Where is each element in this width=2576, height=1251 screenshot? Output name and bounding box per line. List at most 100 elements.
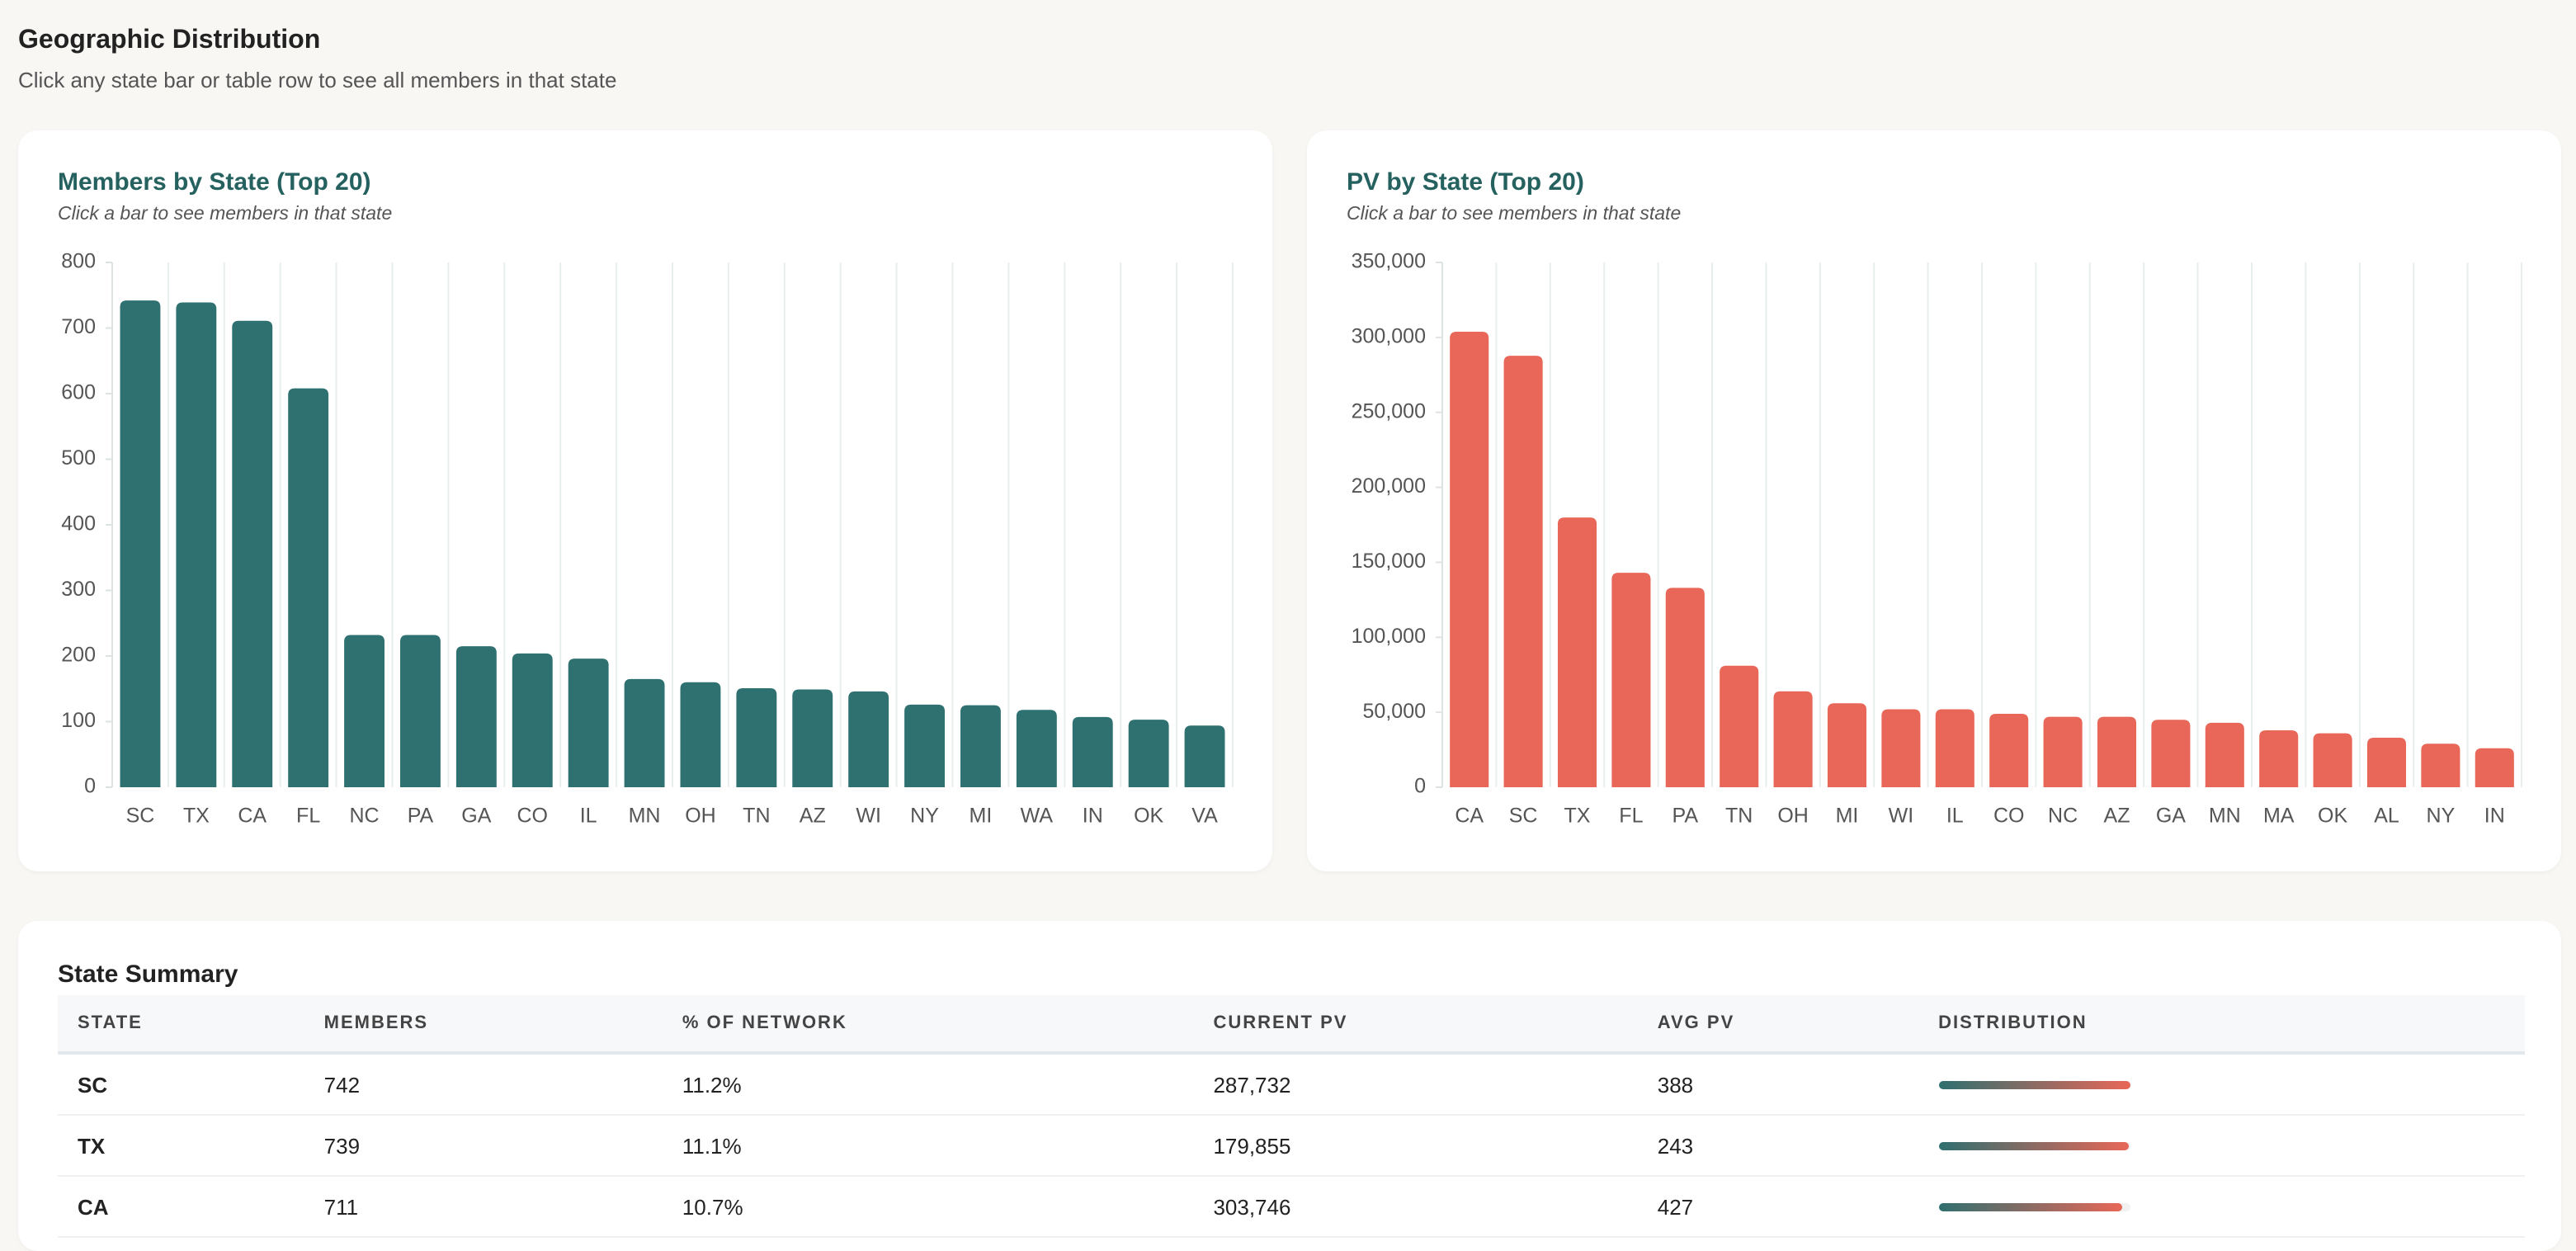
- bar[interactable]: [792, 689, 833, 787]
- bar[interactable]: [904, 704, 945, 787]
- y-tick-label: 200: [61, 644, 96, 667]
- table-cell: 287,732: [1193, 1053, 1638, 1116]
- bar[interactable]: [176, 302, 217, 787]
- x-tick-label: MN: [629, 805, 661, 828]
- bar[interactable]: [2475, 748, 2514, 787]
- table-cell: 742: [304, 1053, 663, 1116]
- bar[interactable]: [680, 682, 721, 787]
- bar[interactable]: [1720, 665, 1759, 787]
- table-cell: 303,746: [1193, 1176, 1638, 1238]
- distribution-track: [1938, 1141, 2130, 1150]
- x-tick-label: FL: [296, 805, 320, 828]
- column-header: AVG PV: [1637, 995, 1919, 1055]
- x-tick-label: MI: [1836, 805, 1859, 828]
- bar[interactable]: [1016, 710, 1057, 787]
- x-tick-label: IN: [1083, 805, 1103, 828]
- x-tick-label: WI: [856, 805, 881, 828]
- distribution-track: [1938, 1080, 2130, 1088]
- chart-card: PV by State (Top 20) Click a bar to see …: [1307, 130, 2561, 871]
- x-tick-label: CO: [517, 805, 549, 828]
- x-tick-label: TN: [743, 805, 770, 828]
- bar[interactable]: [1072, 716, 1113, 787]
- bar[interactable]: [512, 653, 553, 787]
- bar[interactable]: [2366, 738, 2407, 787]
- x-tick-label: CA: [1455, 805, 1484, 828]
- x-tick-label: MN: [2209, 805, 2241, 828]
- y-tick-label: 800: [61, 250, 96, 273]
- x-tick-label: PA: [408, 805, 434, 828]
- table-row[interactable]: CA 711 10.7% 303,746 427: [58, 1176, 2525, 1238]
- bar[interactable]: [2421, 744, 2460, 787]
- y-tick-label: 300: [61, 578, 96, 601]
- bar[interactable]: [1773, 691, 1813, 787]
- bar[interactable]: [624, 678, 665, 787]
- bar[interactable]: [2151, 720, 2191, 787]
- x-tick-label: CA: [238, 805, 267, 828]
- table-cell: 11.1%: [662, 1115, 1194, 1177]
- distribution-cell: [1918, 1053, 2525, 1116]
- chart: PV by State (Top 20) Click a bar to see …: [1347, 168, 2522, 828]
- x-tick-label: PA: [1673, 805, 1699, 828]
- bar[interactable]: [288, 388, 329, 787]
- x-tick-label: OK: [2318, 805, 2347, 828]
- x-tick-label: NY: [2427, 805, 2456, 828]
- bar[interactable]: [848, 691, 889, 787]
- y-tick-label: 500: [61, 446, 96, 470]
- column-header: STATE: [58, 995, 304, 1055]
- bar[interactable]: [1450, 332, 1489, 787]
- bar[interactable]: [1128, 720, 1169, 787]
- table-cell: CA: [58, 1176, 304, 1238]
- bar[interactable]: [1503, 356, 1543, 787]
- page-subtitle: Click any state bar or table row to see …: [18, 68, 617, 92]
- bar[interactable]: [2259, 729, 2299, 787]
- bar[interactable]: [2097, 716, 2137, 787]
- bar[interactable]: [120, 300, 161, 787]
- x-tick-label: NY: [910, 805, 939, 828]
- dashboard: Geographic Distribution Click any state …: [18, 26, 2561, 1251]
- x-tick-label: TX: [183, 805, 210, 828]
- x-tick-label: AZ: [800, 805, 826, 828]
- table-row[interactable]: SC 742 11.2% 287,732 388: [58, 1053, 2525, 1116]
- bar[interactable]: [736, 687, 777, 787]
- y-tick-label: 250,000: [1352, 399, 1426, 423]
- x-tick-label: AL: [2374, 805, 2399, 828]
- y-tick-label: 350,000: [1352, 250, 1426, 273]
- bar[interactable]: [1557, 517, 1597, 787]
- y-tick-label: 50,000: [1363, 700, 1426, 723]
- distribution-bar: [1938, 1202, 2122, 1211]
- bar[interactable]: [1881, 709, 1921, 787]
- bar[interactable]: [1611, 573, 1651, 787]
- bar[interactable]: [455, 646, 497, 787]
- bar[interactable]: [960, 705, 1001, 787]
- bar[interactable]: [1665, 588, 1705, 787]
- y-tick-label: 100,000: [1352, 625, 1426, 648]
- bar[interactable]: [1935, 709, 1974, 787]
- bar[interactable]: [1989, 713, 2029, 787]
- x-tick-label: FL: [1619, 805, 1643, 828]
- bar[interactable]: [568, 659, 609, 787]
- y-tick-label: 0: [1414, 775, 1426, 798]
- table-cell: 243: [1637, 1115, 1919, 1177]
- bar[interactable]: [2043, 716, 2083, 787]
- distribution-bar: [1938, 1141, 2130, 1150]
- bar[interactable]: [1184, 725, 1225, 787]
- x-tick-label: MA: [2263, 805, 2295, 828]
- bar[interactable]: [2313, 733, 2352, 787]
- x-tick-label: AZ: [2104, 805, 2130, 828]
- bar[interactable]: [344, 635, 385, 787]
- column-header: DISTRIBUTION: [1918, 995, 2525, 1055]
- bar[interactable]: [232, 320, 273, 787]
- bar[interactable]: [2205, 722, 2244, 787]
- chart-subtitle: Click a bar to see members in that state: [1347, 202, 1681, 224]
- bar[interactable]: [400, 635, 441, 787]
- chart-title: PV by State (Top 20): [1347, 168, 1584, 196]
- chart-subtitle: Click a bar to see members in that state: [58, 202, 392, 224]
- table-cell: 739: [304, 1115, 663, 1177]
- table-cell: TX: [58, 1115, 304, 1177]
- x-tick-label: MI: [970, 805, 993, 828]
- x-tick-label: NC: [2048, 805, 2078, 828]
- bar[interactable]: [1827, 703, 1867, 787]
- table-row[interactable]: TX 739 11.1% 179,855 243: [58, 1115, 2525, 1177]
- x-tick-label: OK: [1134, 805, 1163, 828]
- table-cell: 427: [1637, 1176, 1919, 1238]
